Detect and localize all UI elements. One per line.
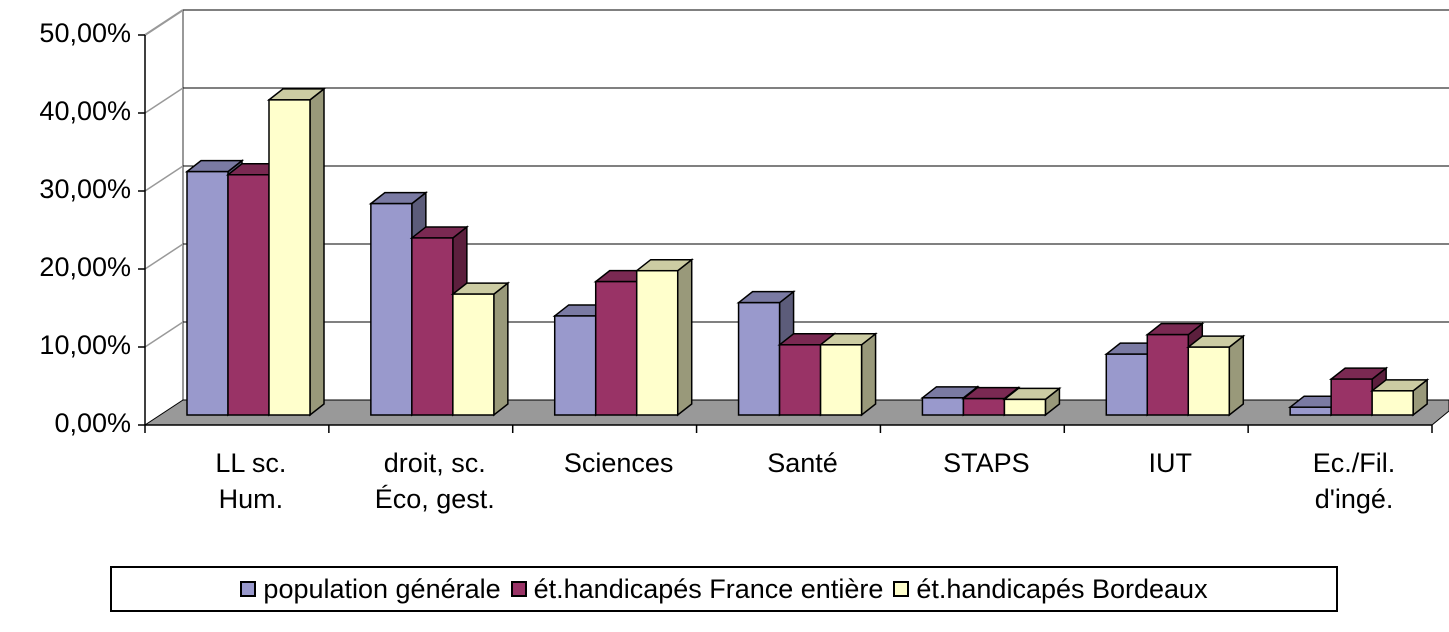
bar <box>921 397 965 416</box>
legend-label: ét.handicapés Bordeaux <box>916 573 1208 604</box>
bar <box>1330 378 1373 416</box>
y-tick-label: 40,00% <box>39 96 131 126</box>
x-tick-label: IUT <box>1148 448 1192 478</box>
legend-label: population générale <box>263 573 501 604</box>
legend-swatch <box>510 581 527 597</box>
x-tick-label: Ec./Fil. d'ingé. <box>1312 448 1396 514</box>
y-tick-label: 10,00% <box>39 330 131 360</box>
grid-line-side <box>144 165 184 192</box>
y-tick-label: 30,00% <box>39 174 131 204</box>
legend-item: population générale <box>240 573 501 605</box>
bar <box>553 315 597 416</box>
bar <box>1371 390 1414 416</box>
bar <box>411 237 454 416</box>
legend-swatch <box>893 581 910 597</box>
bar <box>778 344 822 416</box>
bar <box>227 174 270 416</box>
x-tick-label: droit, sc. Éco, gest. <box>374 448 495 514</box>
grid-line-side <box>144 243 184 270</box>
legend-item: ét.handicapés Bordeaux <box>893 573 1208 605</box>
bar <box>1187 346 1231 416</box>
chart: 0,00% 10,00% 20,00% 30,00% 40,00% 50,00% <box>39 9 1449 438</box>
x-tick-label: Sciences <box>563 448 674 478</box>
bar-side <box>676 258 693 417</box>
y-tick-label: 20,00% <box>39 252 131 282</box>
bar <box>186 170 229 416</box>
y-tick-label: 0,00% <box>54 408 131 438</box>
bar <box>1105 353 1149 416</box>
bar <box>594 280 638 416</box>
bar <box>635 269 679 416</box>
x-tick-label: Santé <box>767 448 838 478</box>
bar-side <box>493 281 509 417</box>
bar <box>962 397 1006 416</box>
legend-label: ét.handicapés France entière <box>533 573 884 604</box>
bar <box>737 301 781 416</box>
bar <box>452 293 495 416</box>
grid-line-side <box>144 321 184 348</box>
legend-item: ét.handicapés France entière <box>510 573 884 605</box>
y-tick-label: 50,00% <box>39 18 131 48</box>
bar <box>1289 406 1332 416</box>
bar <box>1146 333 1190 416</box>
x-tick-label: STAPS <box>943 448 1030 478</box>
grid-line-side <box>144 9 184 36</box>
legend: population générale ét.handicapés France … <box>110 566 1338 612</box>
bar-side <box>1228 334 1245 417</box>
grid-line-side <box>144 87 184 114</box>
bar <box>370 202 413 416</box>
bar <box>1003 398 1047 416</box>
bar-side <box>860 332 877 417</box>
bar <box>268 99 311 416</box>
bar <box>819 344 863 416</box>
x-tick-label: LL sc. Hum. <box>215 448 287 514</box>
legend-swatch <box>240 581 257 597</box>
bar-side <box>309 87 325 417</box>
